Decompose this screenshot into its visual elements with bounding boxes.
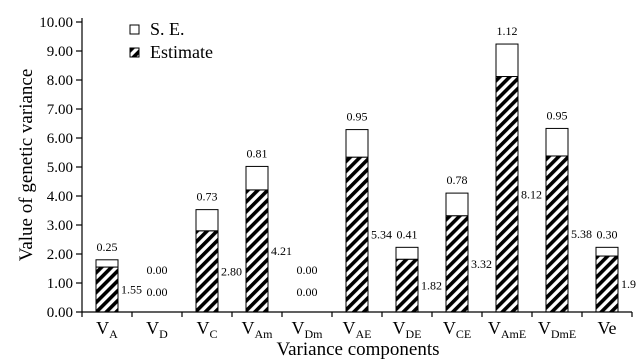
se-bar (95, 259, 119, 268)
legend-se-swatch (129, 24, 140, 35)
se-bar (445, 192, 469, 217)
y-tick-label: 4.00 (47, 189, 73, 205)
y-tick-label: 9.00 (47, 44, 73, 60)
x-tick-label: VD (146, 318, 168, 341)
estimate-label: 1.82 (421, 279, 442, 293)
x-tick-label: VDmE (538, 318, 576, 341)
y-tick-label: 1.00 (47, 276, 73, 292)
y-tick-label: 7.00 (47, 102, 73, 118)
estimate-bar (395, 258, 419, 313)
se-label: 0.73 (197, 190, 218, 204)
x-tick-label: VAm (242, 318, 274, 341)
legend: S. E. Estimate (129, 19, 213, 62)
estimate-bar (95, 266, 119, 313)
x-tick-label: VCE (443, 318, 471, 341)
se-label: 0.00 (297, 263, 318, 277)
se-label: 0.00 (147, 263, 168, 277)
estimate-label: 0.00 (297, 285, 318, 299)
estimate-label: 3.32 (471, 257, 492, 271)
estimate-label: 1.93 (621, 277, 636, 291)
y-tick-label: 10.00 (39, 15, 73, 31)
x-tick-label: VDE (393, 318, 422, 341)
se-bar (495, 43, 519, 78)
estimate-bar (495, 76, 519, 313)
y-tick-label: 2.00 (47, 247, 73, 263)
se-label: 0.78 (447, 173, 468, 187)
estimate-bar (245, 189, 269, 313)
se-bar (345, 129, 369, 158)
legend-estimate-swatch (129, 47, 140, 58)
plot-area: 1.55 0.25 0.00 0.00 2.80 0.73 4.21 0.81 0.00 0.00… (95, 24, 636, 313)
estimate-bar (345, 156, 369, 313)
se-label: 0.25 (97, 240, 118, 254)
y-tick-label: 6.00 (47, 131, 73, 147)
x-axis-title: Variance components (276, 339, 439, 359)
se-bar (545, 127, 569, 157)
estimate-bar (445, 215, 469, 313)
estimate-label: 4.21 (271, 244, 292, 258)
y-tick-label: 0.00 (47, 305, 73, 321)
y-tick-label: 8.00 (47, 73, 73, 89)
estimate-bar (195, 230, 219, 313)
se-bar (195, 209, 219, 232)
estimate-label: 8.12 (521, 187, 542, 201)
se-bar (245, 165, 269, 191)
estimate-bar (545, 155, 569, 313)
estimate-label: 0.00 (147, 285, 168, 299)
se-label: 1.12 (497, 24, 518, 38)
x-tick-label: VA (96, 318, 118, 341)
y-tick-label: 5.00 (47, 160, 73, 176)
se-bar (395, 246, 419, 260)
x-tick-label: VAE (343, 318, 372, 341)
se-bar (595, 246, 619, 257)
estimate-label: 5.38 (571, 227, 592, 241)
y-axis-title: Value of genetic variance (16, 69, 37, 262)
x-tick-label: VDm (292, 318, 324, 341)
se-label: 0.95 (347, 110, 368, 124)
estimate-label: 5.34 (371, 228, 392, 242)
legend-se-label: S. E. (150, 19, 185, 39)
x-tick-label: VC (196, 318, 217, 341)
estimate-bar (595, 255, 619, 313)
estimate-label: 1.55 (121, 283, 142, 297)
estimate-label: 2.80 (221, 264, 242, 278)
se-label: 0.30 (597, 227, 618, 241)
se-label: 0.41 (397, 227, 418, 241)
x-tick-label: VAmE (488, 318, 526, 341)
y-tick-label: 3.00 (47, 218, 73, 234)
x-tick-label: Ve (598, 318, 617, 338)
axes: 0.00 1.00 2.00 3.00 4.00 5.00 6.00 7.00 8.00 9.00… (39, 15, 633, 341)
legend-estimate-label: Estimate (150, 42, 213, 62)
se-label: 0.81 (247, 146, 268, 160)
se-label: 0.95 (547, 108, 568, 122)
